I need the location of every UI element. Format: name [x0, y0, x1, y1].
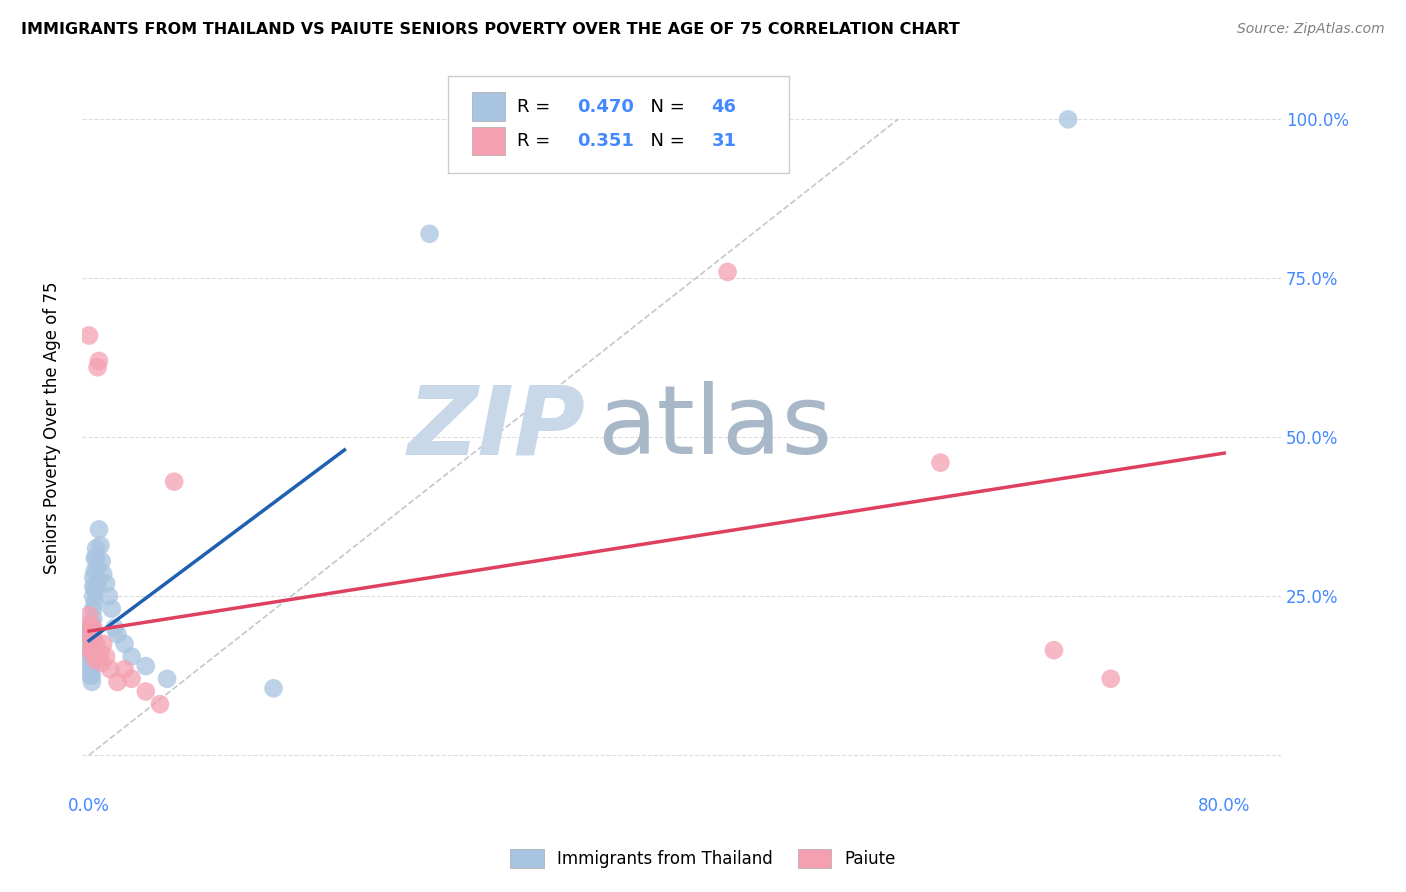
Text: ZIP: ZIP: [408, 381, 585, 475]
Point: [90, 554, 112, 568]
Point: [114, 637, 136, 651]
Point: [79, 662, 101, 676]
FancyBboxPatch shape: [471, 127, 505, 155]
Text: N =: N =: [640, 132, 690, 150]
Point: [1099, 672, 1122, 686]
FancyBboxPatch shape: [471, 92, 505, 121]
Point: [89, 538, 111, 552]
Point: [82, 580, 104, 594]
Point: [82, 570, 104, 584]
Text: 46: 46: [711, 97, 737, 116]
Point: [121, 672, 143, 686]
Text: IMMIGRANTS FROM THAILAND VS PAIUTE SENIORS POVERTY OVER THE AGE OF 75 CORRELATIO: IMMIGRANTS FROM THAILAND VS PAIUTE SENIO…: [21, 22, 960, 37]
Point: [80, 640, 103, 654]
Text: Source: ZipAtlas.com: Source: ZipAtlas.com: [1237, 22, 1385, 37]
Point: [84, 551, 107, 566]
Point: [79, 656, 101, 670]
Point: [79, 617, 101, 632]
Point: [79, 643, 101, 657]
Point: [1057, 112, 1080, 127]
Text: R =: R =: [517, 97, 557, 116]
Point: [929, 456, 952, 470]
Point: [82, 589, 104, 603]
Text: 31: 31: [711, 132, 737, 150]
Point: [77, 608, 100, 623]
Point: [82, 602, 104, 616]
Point: [89, 646, 111, 660]
Point: [135, 659, 157, 673]
Text: atlas: atlas: [598, 381, 832, 475]
Point: [135, 684, 157, 698]
Point: [87, 354, 110, 368]
Point: [79, 637, 101, 651]
Point: [86, 576, 108, 591]
Point: [77, 631, 100, 645]
Point: [80, 624, 103, 639]
Text: R =: R =: [517, 132, 557, 150]
Point: [121, 649, 143, 664]
Point: [83, 643, 105, 657]
Point: [79, 631, 101, 645]
Point: [100, 602, 122, 616]
Point: [82, 621, 104, 635]
Point: [87, 522, 110, 536]
Point: [94, 576, 117, 591]
Point: [79, 649, 101, 664]
Point: [97, 589, 120, 603]
Point: [91, 566, 114, 581]
Point: [1043, 643, 1066, 657]
Text: 0.470: 0.470: [576, 97, 634, 116]
Point: [77, 624, 100, 639]
Point: [79, 643, 101, 657]
Point: [80, 675, 103, 690]
Point: [84, 541, 107, 556]
Point: [94, 649, 117, 664]
Point: [716, 265, 738, 279]
Legend: Immigrants from Thailand, Paiute: Immigrants from Thailand, Paiute: [503, 842, 903, 875]
Point: [77, 328, 100, 343]
Point: [83, 551, 105, 566]
Point: [80, 643, 103, 657]
FancyBboxPatch shape: [447, 76, 789, 173]
Point: [114, 662, 136, 676]
Point: [80, 631, 103, 645]
Point: [80, 621, 103, 635]
Point: [263, 681, 285, 696]
Point: [82, 631, 104, 645]
Point: [84, 637, 107, 651]
Point: [83, 595, 105, 609]
Text: N =: N =: [640, 97, 690, 116]
Text: 0.351: 0.351: [576, 132, 634, 150]
Point: [163, 475, 186, 489]
Point: [83, 564, 105, 578]
Point: [149, 697, 172, 711]
Point: [419, 227, 441, 241]
Point: [90, 656, 112, 670]
Point: [80, 668, 103, 682]
Point: [80, 615, 103, 629]
Point: [107, 675, 129, 690]
Point: [98, 662, 121, 676]
Y-axis label: Seniors Poverty Over the Age of 75: Seniors Poverty Over the Age of 75: [44, 282, 60, 574]
Point: [80, 659, 103, 673]
Point: [156, 672, 179, 686]
Point: [82, 611, 104, 625]
Point: [80, 649, 103, 664]
Point: [79, 621, 101, 635]
Point: [83, 582, 105, 597]
Point: [86, 560, 108, 574]
Point: [86, 360, 108, 375]
Point: [103, 621, 125, 635]
Point: [80, 631, 103, 645]
Point: [84, 649, 107, 664]
Point: [91, 637, 114, 651]
Point: [79, 668, 101, 682]
Point: [107, 627, 129, 641]
Point: [83, 653, 105, 667]
